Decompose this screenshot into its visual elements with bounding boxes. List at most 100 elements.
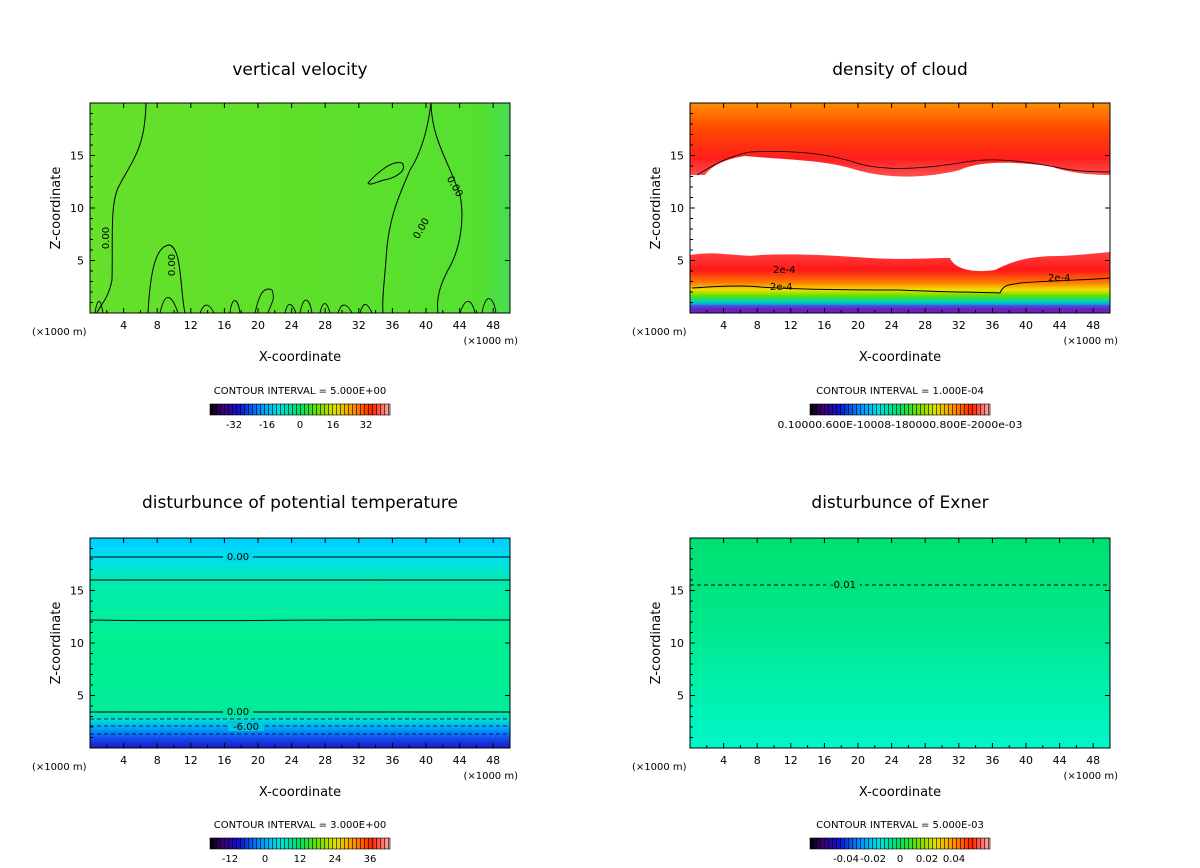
contour-line — [147, 244, 186, 313]
plot-area — [90, 103, 510, 313]
x-tick-label: 32 — [352, 754, 366, 767]
x-unit-left: (×1000 m) — [32, 762, 87, 773]
y-tick-label: 5 — [677, 255, 684, 268]
colorbar-tick-label: -0.04 — [833, 854, 859, 865]
y-axis-label: Z-coordinate — [49, 602, 64, 685]
contour-line — [94, 288, 497, 313]
colorbar-tick-labels: 0.10000.600E-10008-180000.800E-2000e-03 — [778, 420, 1023, 431]
x-tick-label: 48 — [1086, 319, 1100, 332]
x-axis-label: X-coordinate — [859, 785, 941, 800]
contour-label: 2e-4 — [773, 265, 796, 276]
x-tick-label: 20 — [851, 319, 865, 332]
y-tick-label: 15 — [70, 585, 84, 598]
y-tick-label: 15 — [70, 150, 84, 163]
field-fill — [90, 538, 510, 748]
x-unit-left: (×1000 m) — [32, 327, 87, 338]
colorbar-tick-label: -16 — [259, 420, 275, 431]
colorbar-tick-label: 24 — [329, 854, 342, 865]
contour-label: 0.00 — [227, 707, 249, 718]
x-tick-label: 16 — [817, 754, 831, 767]
colorbar — [809, 403, 991, 416]
x-tick-label: 12 — [784, 754, 798, 767]
x-axis-label: X-coordinate — [259, 785, 341, 800]
chart-title: vertical velocity — [232, 60, 367, 80]
x-tick-label: 16 — [817, 319, 831, 332]
x-tick-label: 12 — [184, 754, 198, 767]
colorbar-tick-label: 0 — [297, 420, 303, 431]
x-tick-label: 40 — [419, 319, 433, 332]
x-unit-right: (×1000 m) — [1063, 771, 1118, 782]
x-tick-label: 8 — [154, 754, 161, 767]
colorbar-tick-label: 0 — [897, 854, 903, 865]
x-tick-label: 12 — [184, 319, 198, 332]
x-tick-label: 4 — [720, 754, 727, 767]
x-tick-label: 28 — [918, 754, 932, 767]
chart-title: disturbunce of Exner — [811, 493, 988, 513]
contour-label: 0.00 — [167, 254, 178, 276]
x-tick-label: 24 — [285, 319, 299, 332]
x-tick-label: 40 — [1019, 754, 1033, 767]
y-tick-label: 15 — [670, 150, 684, 163]
contour-label: -6.00 — [233, 722, 259, 733]
y-tick-label: 5 — [77, 255, 84, 268]
x-tick-label: 28 — [318, 754, 332, 767]
x-tick-label: 48 — [1086, 754, 1100, 767]
colorbar-tick-label: 0.04 — [943, 854, 965, 865]
x-tick-label: 44 — [1053, 754, 1067, 767]
contour-label: 0.00 — [227, 552, 249, 563]
colorbar-tick-label: 36 — [364, 854, 377, 865]
cloud-upper-layer — [690, 103, 1110, 177]
plot-area — [690, 538, 1110, 748]
x-tick-label: 4 — [720, 319, 727, 332]
colorbar-ticks: -12 0 12 24 36 — [222, 854, 377, 865]
colorbar-tick-label: 12 — [294, 854, 307, 865]
contour-line — [430, 103, 463, 313]
contour-line — [90, 619, 510, 622]
y-tick-label: 10 — [670, 637, 684, 650]
x-tick-label: 12 — [784, 319, 798, 332]
y-axis-label: Z-coordinate — [649, 167, 664, 250]
colorbar — [209, 403, 391, 416]
x-tick-label: 36 — [985, 754, 999, 767]
x-tick-label: 44 — [453, 319, 467, 332]
x-tick-label: 40 — [419, 754, 433, 767]
x-tick-label: 8 — [754, 319, 761, 332]
x-tick-label: 8 — [754, 754, 761, 767]
x-unit-right: (×1000 m) — [463, 771, 518, 782]
x-tick-label: 24 — [285, 754, 299, 767]
x-tick-label: 48 — [486, 754, 500, 767]
y-tick-label: 10 — [70, 637, 84, 650]
x-tick-label: 32 — [952, 754, 966, 767]
y-axis-label: Z-coordinate — [49, 167, 64, 250]
y-tick-label: 5 — [77, 690, 84, 703]
colorbar — [209, 837, 391, 850]
x-tick-label: 4 — [120, 319, 127, 332]
panel-potential-temperature: disturbunce of potential temperature 0.0… — [32, 493, 518, 865]
x-tick-label: 32 — [952, 319, 966, 332]
contour-label: 2e-4 — [770, 282, 793, 293]
x-tick-label: 20 — [851, 754, 865, 767]
x-unit-right: (×1000 m) — [1063, 336, 1118, 347]
cloud-lower-layer — [690, 252, 1110, 313]
y-axis-label: Z-coordinate — [649, 602, 664, 685]
colorbar-tick-label: 0 — [262, 854, 268, 865]
x-tick-label: 36 — [985, 319, 999, 332]
contour-interval: CONTOUR INTERVAL = 5.000E-03 — [816, 820, 984, 831]
panel-exner: disturbunce of Exner -0.01 4 8 12 16 20 24 28 3… — [632, 493, 1118, 865]
x-axis-label: X-coordinate — [259, 350, 341, 365]
colorbar-ticks: -32 -16 0 16 32 — [226, 420, 373, 431]
colorbar-tick-label: 32 — [360, 420, 373, 431]
y-tick-label: 10 — [70, 202, 84, 215]
contour-line — [696, 151, 1110, 176]
panel-density-of-cloud: density of cloud 2e-4 2e-4 2e-4 4 8 12 16 20… — [632, 60, 1118, 431]
contour-line — [367, 162, 404, 185]
y-tick-label: 10 — [670, 202, 684, 215]
x-unit-left: (×1000 m) — [632, 327, 687, 338]
contour-line — [96, 103, 147, 313]
colorbar-tick-label: 0.02 — [916, 854, 938, 865]
contour-label: 0.00 — [101, 227, 112, 249]
